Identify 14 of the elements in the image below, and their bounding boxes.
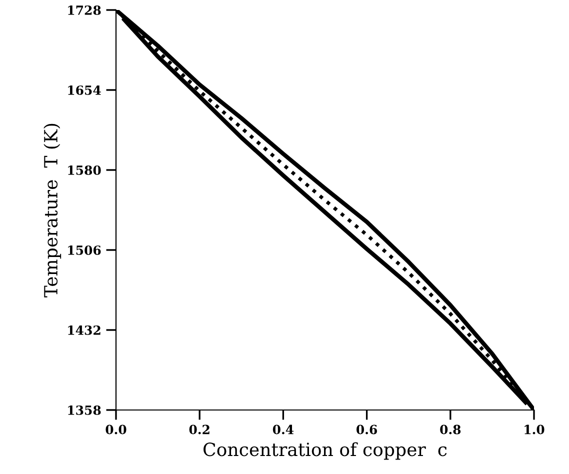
x-tick-label: 0.2	[189, 424, 210, 434]
x-tick-label: 0.6	[356, 424, 377, 434]
y-tick-label: 1506	[68, 245, 101, 255]
y-tick-label: 1654	[68, 85, 101, 95]
x-tick-label: 0.4	[272, 424, 294, 434]
y-tick-label: 1358	[68, 405, 101, 415]
x-tick-label: 0.8	[440, 424, 461, 434]
y-tick-label: 1432	[68, 325, 100, 335]
x-tick-label: 0.0	[106, 424, 126, 434]
y-axis-title: Temperature T (K)	[44, 124, 62, 298]
x-tick-label: 1.0	[524, 424, 544, 434]
x-axis-title: Concentration of copper c	[204, 442, 447, 460]
y-tick-label: 1580	[68, 165, 101, 175]
y-tick-label: 1728	[68, 5, 101, 15]
